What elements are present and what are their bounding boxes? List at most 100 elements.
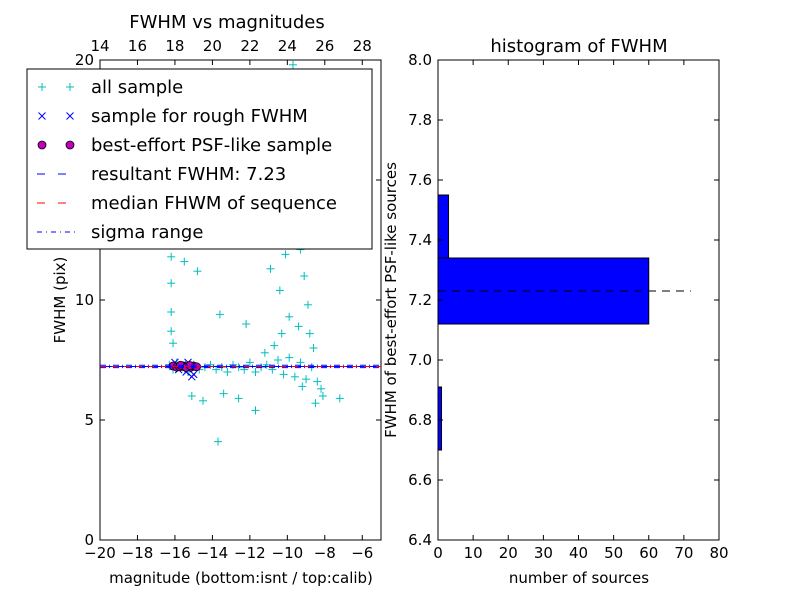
scatter-point-all xyxy=(270,341,279,350)
histogram-y-axis-label: FWHM of best-effort PSF-like sources xyxy=(382,162,400,438)
scatter-point-all xyxy=(290,372,299,381)
scatter-top-tick-label: 22 xyxy=(240,37,259,55)
scatter-point-all xyxy=(285,353,294,362)
scatter-point-all xyxy=(167,308,176,316)
scatter-point-all xyxy=(288,60,297,69)
histogram-y-tick-label: 7.2 xyxy=(408,291,432,309)
legend-circle-icon xyxy=(37,140,47,150)
histogram-y-tick-label: 7.6 xyxy=(408,171,432,189)
scatter-point-all xyxy=(245,358,254,367)
histogram-x-tick-label: 30 xyxy=(534,544,553,562)
scatter-point-all xyxy=(219,389,228,398)
legend-entry: all sample xyxy=(38,77,183,98)
scatter-point-all xyxy=(313,377,322,386)
histogram-y-tick-label: 6.4 xyxy=(408,531,432,549)
scatter-top-tick-label: 24 xyxy=(278,37,297,55)
scatter-point-all xyxy=(215,310,224,319)
scatter-point-all xyxy=(180,257,189,266)
histogram-x-tick-label: 0 xyxy=(433,544,443,562)
scatter-point-all xyxy=(275,286,284,295)
histogram-x-tick-label: 50 xyxy=(604,544,623,562)
histogram-y-tick-label: 7.4 xyxy=(408,231,432,249)
scatter-top-tick-label: 16 xyxy=(128,37,147,55)
scatter-plot: FWHM vs magnitudes −20 −18 −16 −14 −12 −10 −8−… xyxy=(26,12,382,587)
scatter-point-all xyxy=(309,344,318,352)
legend-label: all sample xyxy=(91,77,183,98)
legend-circle-icon xyxy=(65,140,75,150)
cross-stroke xyxy=(187,372,196,381)
scatter-point-all xyxy=(167,252,176,261)
scatter-x-tick-label: −10 xyxy=(272,544,304,562)
scatter-x-tick-label: −14 xyxy=(197,544,229,562)
scatter-x-tick-label: −12 xyxy=(234,544,266,562)
scatter-x-tick-label: −16 xyxy=(159,544,191,562)
scatter-point-all xyxy=(303,300,312,309)
scatter-y-tick-label: 10 xyxy=(75,291,94,309)
legend-items: all sample sample for rough FWHM best-effo… xyxy=(37,77,337,243)
legend-cross-icon xyxy=(66,112,74,120)
scatter-point-all xyxy=(187,392,196,400)
scatter-point-all xyxy=(223,368,232,376)
scatter-point-rough xyxy=(187,372,196,381)
scatter-point-all xyxy=(193,267,202,276)
scatter-point-all xyxy=(251,406,260,415)
scatter-top-tick-label: 18 xyxy=(165,37,184,55)
scatter-y-tick-label: 20 xyxy=(75,51,94,69)
scatter-x-axis-label: magnitude (bottom:isnt / top:calib) xyxy=(109,569,373,587)
histogram-bar xyxy=(437,386,443,451)
histogram-x-tick-label: 10 xyxy=(464,544,483,562)
scatter-y-tick-label: 5 xyxy=(84,411,94,429)
scatter-y-tick-label: 0 xyxy=(84,531,94,549)
scatter-point-all xyxy=(317,384,326,393)
legend-label: resultant FWHM: 7.23 xyxy=(91,164,286,185)
scatter-top-tick-label: 26 xyxy=(315,37,334,55)
histogram-y-tick-label: 7.0 xyxy=(408,351,432,369)
scatter-point-all xyxy=(302,375,311,384)
scatter-point-all xyxy=(298,382,307,391)
histogram-ticks: 0 10 20 30 40 50 60 70 80 6.4 6.6 6.8 7.0 7.2 7.4 7.6 7.… xyxy=(408,51,728,562)
scatter-point-all xyxy=(294,322,303,331)
scatter-point-all xyxy=(335,394,344,403)
scatter-point-all xyxy=(234,394,243,403)
scatter-point-all xyxy=(273,356,282,364)
legend-entry: sigma range xyxy=(37,222,203,243)
legend-box xyxy=(26,68,373,250)
histogram-y-tick-label: 6.8 xyxy=(408,411,432,429)
histogram-x-tick-label: 70 xyxy=(674,544,693,562)
scatter-top-tick-label: 14 xyxy=(90,37,109,55)
scatter-y-axis-label: FWHM (pix) xyxy=(51,257,69,344)
histogram-bar xyxy=(437,194,450,259)
scatter-point-all xyxy=(277,329,286,338)
scatter-top-tick-label: 20 xyxy=(203,37,222,55)
scatter-x-tick-label: −8 xyxy=(314,544,336,562)
histogram-x-tick-label: 60 xyxy=(639,544,658,562)
histogram-x-axis-label: number of sources xyxy=(509,569,649,587)
histogram-y-tick-label: 7.8 xyxy=(408,111,432,129)
legend-label: median FHWM of sequence xyxy=(91,193,337,214)
legend-label: best-effort PSF-like sample xyxy=(91,135,332,156)
histogram-plot: histogram of FWHM 0 10 20 30 40 50 60 70 80 6.4 6.… xyxy=(382,36,729,587)
histogram-title: histogram of FWHM xyxy=(490,36,667,57)
scatter-point-all xyxy=(305,329,314,338)
histogram-y-tick-label: 8.0 xyxy=(408,51,432,69)
scatter-point-all xyxy=(279,370,288,379)
scatter-x-tick-label: −6 xyxy=(351,544,373,562)
legend-entry: sample for rough FWHM xyxy=(38,106,308,127)
scatter-point-all xyxy=(281,250,290,259)
scatter-point-all xyxy=(285,312,294,321)
legend-entry: median FHWM of sequence xyxy=(37,193,337,214)
scatter-point-all xyxy=(167,327,176,336)
scatter-point-all xyxy=(311,399,320,408)
scatter-x-tick-label: −18 xyxy=(122,544,154,562)
scatter-point-all xyxy=(318,392,327,400)
histogram-y-tick-label: 6.6 xyxy=(408,471,432,489)
histogram-x-tick-label: 20 xyxy=(499,544,518,562)
scatter-point-all xyxy=(169,339,178,348)
scatter-point-all xyxy=(167,279,176,288)
histogram-x-tick-label: 80 xyxy=(709,544,728,562)
scatter-point-all xyxy=(266,264,275,273)
scatter-point-all xyxy=(242,320,251,328)
scatter-top-tick-label: 28 xyxy=(353,37,372,55)
histogram-x-tick-label: 40 xyxy=(569,544,588,562)
